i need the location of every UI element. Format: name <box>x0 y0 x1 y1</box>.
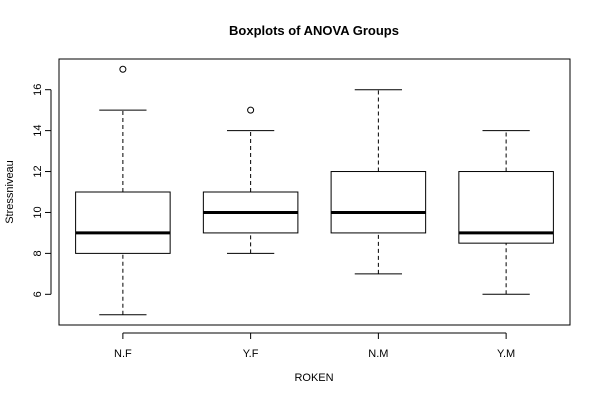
x-tick-label: Y.F <box>243 348 259 360</box>
iqr-box <box>75 191 171 254</box>
outlier-point <box>247 106 255 114</box>
iqr-box <box>330 171 427 234</box>
plot-frame <box>58 58 571 326</box>
box-group-n-f <box>75 65 171 316</box>
boxes <box>75 65 554 316</box>
y-tick-label: 16 <box>32 84 44 96</box>
y-tick-label: 12 <box>32 165 44 177</box>
y-axis: 6 8 10 12 14 16 <box>32 84 52 297</box>
x-axis: N.F Y.F N.M Y.M <box>114 332 515 360</box>
chart-title: Boxplots of ANOVA Groups <box>229 23 399 38</box>
y-axis-label: Stressniveau <box>4 160 16 224</box>
iqr-box <box>458 171 554 244</box>
x-tick-label: N.F <box>114 348 132 360</box>
outlier-point <box>119 65 127 73</box>
box-group-y-m <box>458 130 554 295</box>
x-tick-label: N.M <box>368 348 388 360</box>
x-axis-label: ROKEN <box>294 372 333 384</box>
y-tick-label: 6 <box>32 291 44 297</box>
x-tick-label: Y.M <box>497 348 515 360</box>
y-tick-label: 10 <box>32 206 44 218</box>
y-tick-label: 8 <box>32 250 44 256</box>
box-group-n-m <box>330 89 427 275</box>
box-group-y-f <box>202 106 299 254</box>
y-tick-label: 14 <box>32 124 44 136</box>
